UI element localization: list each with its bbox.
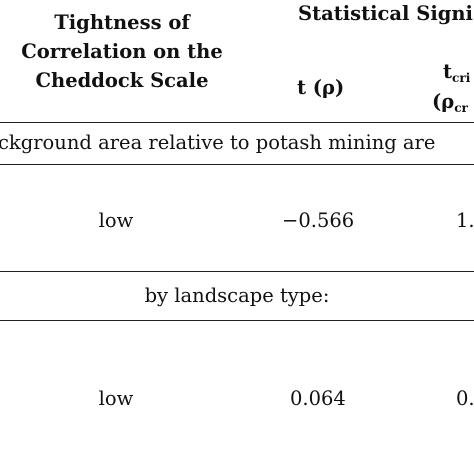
column-header-tightness: Tightness of Correlation on the Cheddock… bbox=[4, 8, 240, 95]
column-header-tightness-line1: Tightness of bbox=[54, 11, 190, 34]
section-1-title-rule bbox=[0, 164, 474, 165]
table-row-1-tcrit-value: 1.9 bbox=[456, 209, 474, 232]
column-header-tightness-line2: Correlation on the bbox=[21, 40, 223, 63]
section-1-bottom-rule bbox=[0, 271, 474, 272]
column-header-tightness-line3: Cheddock Scale bbox=[35, 69, 209, 92]
column-header-tcrit: tcri bbox=[443, 58, 470, 86]
table-row-2-t-value: 0.064 bbox=[290, 387, 346, 410]
table-row-1-t-value: −0.566 bbox=[282, 209, 355, 232]
section-title-landscape-type: by landscape type: bbox=[144, 284, 330, 307]
column-header-rho-crit-base: (ρ bbox=[432, 90, 455, 113]
table-row-1-tightness: low bbox=[98, 209, 134, 232]
section-title-background-area: ckground area relative to potash mining … bbox=[0, 131, 436, 154]
section-2-title-rule bbox=[0, 320, 474, 321]
column-group-header-statistical-significance: Statistical Signi bbox=[298, 2, 473, 25]
header-bottom-rule bbox=[0, 122, 474, 123]
column-header-t-rho: t (ρ) bbox=[297, 76, 345, 99]
table-row-2-tightness: low bbox=[98, 387, 134, 410]
column-header-tcrit-base: t bbox=[443, 60, 453, 83]
column-header-rho-crit-subscript: cr bbox=[454, 101, 468, 116]
column-header-tcrit-subscript: cri bbox=[452, 71, 471, 86]
column-header-rho-crit: (ρcr bbox=[432, 88, 468, 116]
table-row-2-tcrit-value: 0.2 bbox=[456, 387, 474, 410]
